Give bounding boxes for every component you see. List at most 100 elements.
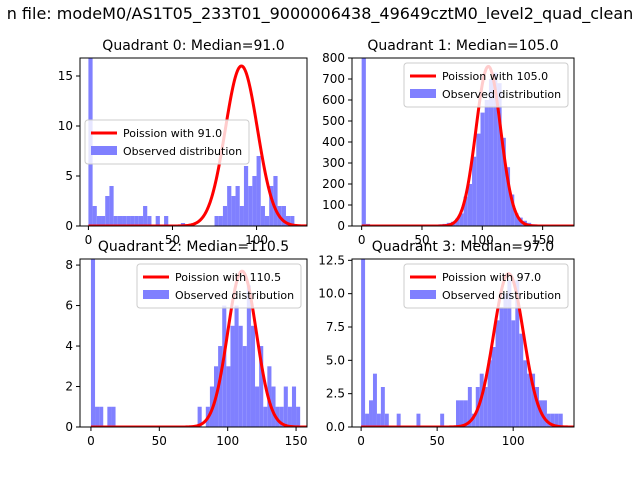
- y-tick-label: 0: [337, 219, 345, 233]
- histogram-bar: [456, 400, 460, 427]
- x-tick-label: 50: [165, 233, 180, 247]
- histogram-bar: [256, 156, 261, 226]
- legend-observed-label: Observed distribution: [442, 88, 561, 101]
- legend-observed-swatch: [410, 89, 436, 98]
- histogram-bar: [92, 206, 97, 226]
- histogram-bar: [463, 196, 468, 226]
- histogram-bar: [243, 166, 249, 226]
- y-tick-label: 12.5: [318, 253, 345, 267]
- histogram-bar: [416, 413, 421, 427]
- quadrant-1-legend: Poission with 105.0 Observed distribution: [403, 62, 569, 108]
- histogram-bar: [222, 206, 228, 226]
- histogram-bar: [138, 216, 144, 226]
- y-tick-label: 10: [58, 119, 73, 133]
- histogram-bar: [264, 216, 270, 226]
- histogram-bar: [455, 218, 460, 226]
- legend-poisson-label: Poission with 110.5: [175, 271, 281, 284]
- quadrant-3-axes-frame: [351, 258, 575, 428]
- legend-poisson-label: Poission with 91.0: [123, 127, 222, 140]
- quadrant-3-chart: 0 50 100 0.0 2.5 5.0 7.5 10.0 12.5 Quadrant 3: Me…: [318, 239, 575, 448]
- histogram-bar: [376, 413, 381, 427]
- y-tick-label: 500: [322, 114, 345, 128]
- histogram-bar: [471, 413, 476, 427]
- histogram-bar: [239, 206, 244, 226]
- histogram-bar: [222, 305, 227, 427]
- x-tick-label: 0: [358, 233, 366, 247]
- y-tick-label: 0.0: [326, 420, 345, 434]
- histogram-bar: [259, 346, 264, 427]
- legend-poisson-label: Poission with 105.0: [442, 70, 548, 83]
- histogram-bar: [554, 413, 559, 427]
- histogram-bar: [396, 413, 401, 427]
- y-tick-label: 0: [65, 420, 73, 434]
- histogram-bar: [550, 413, 555, 427]
- x-tick-label: 0: [85, 233, 93, 247]
- quadrant-2-chart: 0 50 100 150 0 2 4 6 8 Quadrant 2: Median=110.5 Po…: [65, 239, 307, 448]
- histogram-bar: [483, 387, 488, 427]
- histogram-bar: [361, 58, 366, 226]
- quadrant-2-title: Quadrant 2: Median=110.5: [98, 239, 289, 255]
- y-tick-label: 5: [65, 169, 73, 183]
- histogram-bar: [480, 112, 485, 226]
- histogram-bar: [126, 216, 131, 226]
- histogram-bar: [487, 360, 492, 427]
- x-tick-label: 100: [502, 434, 525, 448]
- histogram-bar: [531, 373, 536, 427]
- quadrant-1-title: Quadrant 1: Median=105.0: [367, 38, 558, 54]
- histogram-bar: [285, 216, 291, 226]
- histogram-bar: [511, 320, 516, 427]
- quadrant-3-poisson-curve: [361, 272, 574, 427]
- legend-box: [136, 263, 302, 309]
- histogram-bar: [503, 293, 508, 427]
- histogram-bar: [109, 186, 114, 226]
- quadrant-1-chart: 0 50 100 150 0 100 200 300 400 500 600 700 800 Quadra…: [322, 38, 575, 247]
- y-tick-label: 8: [65, 258, 73, 272]
- histogram-bar: [271, 386, 276, 427]
- quadrant-2-poisson-curve: [90, 269, 307, 427]
- y-tick-label: 2: [65, 380, 73, 394]
- histogram-bar: [235, 186, 240, 226]
- histogram-bar: [372, 373, 377, 427]
- histogram-bar: [155, 216, 160, 226]
- histogram-bar: [246, 285, 251, 427]
- histogram-bar: [197, 406, 202, 427]
- y-tick-label: 10.0: [318, 287, 345, 301]
- histogram-bar: [472, 156, 477, 226]
- x-tick-label: 100: [471, 233, 494, 247]
- histogram-bar: [134, 216, 139, 226]
- histogram-bar: [234, 305, 239, 427]
- histogram-bar: [459, 213, 464, 226]
- histogram-bar: [488, 79, 494, 226]
- x-tick-label: 0: [357, 434, 365, 448]
- quadrant-0-legend: Poission with 91.0 Observed distribution: [84, 119, 250, 165]
- y-tick-label: 100: [322, 198, 345, 212]
- histogram-bar: [527, 373, 532, 427]
- histogram-bar: [218, 216, 223, 226]
- histogram-bar: [523, 360, 528, 427]
- histogram-bar: [497, 83, 502, 226]
- histogram-bar: [230, 325, 235, 427]
- figure-title: n file: modeM0/AS1T05_233T01_9000006438_…: [6, 4, 634, 23]
- histogram-bar: [493, 72, 498, 226]
- histogram-bar: [515, 280, 520, 427]
- histogram-bar: [231, 196, 236, 226]
- quadrant-3-legend: Poission with 97.0 Observed distribution: [403, 263, 569, 309]
- histogram-bar: [514, 213, 519, 226]
- histogram-bar: [263, 406, 268, 427]
- histogram-bar: [95, 406, 100, 427]
- histogram-bar: [463, 400, 468, 427]
- quadrant-3-observed-bars: [361, 259, 563, 427]
- y-tick-label: 0: [65, 219, 73, 233]
- quadrant-3-title: Quadrant 3: Median=97.0: [372, 239, 554, 255]
- histogram-bar: [283, 386, 288, 427]
- histogram-bar: [250, 325, 256, 427]
- histogram-bar: [546, 413, 551, 427]
- histogram-bar: [275, 406, 280, 427]
- histogram-bar: [122, 216, 127, 226]
- quadrant-0-poisson-curve: [88, 64, 307, 226]
- histogram-bar: [279, 406, 284, 427]
- y-tick-label: 200: [322, 177, 345, 191]
- histogram-bar: [499, 307, 504, 427]
- legend-box: [403, 62, 569, 108]
